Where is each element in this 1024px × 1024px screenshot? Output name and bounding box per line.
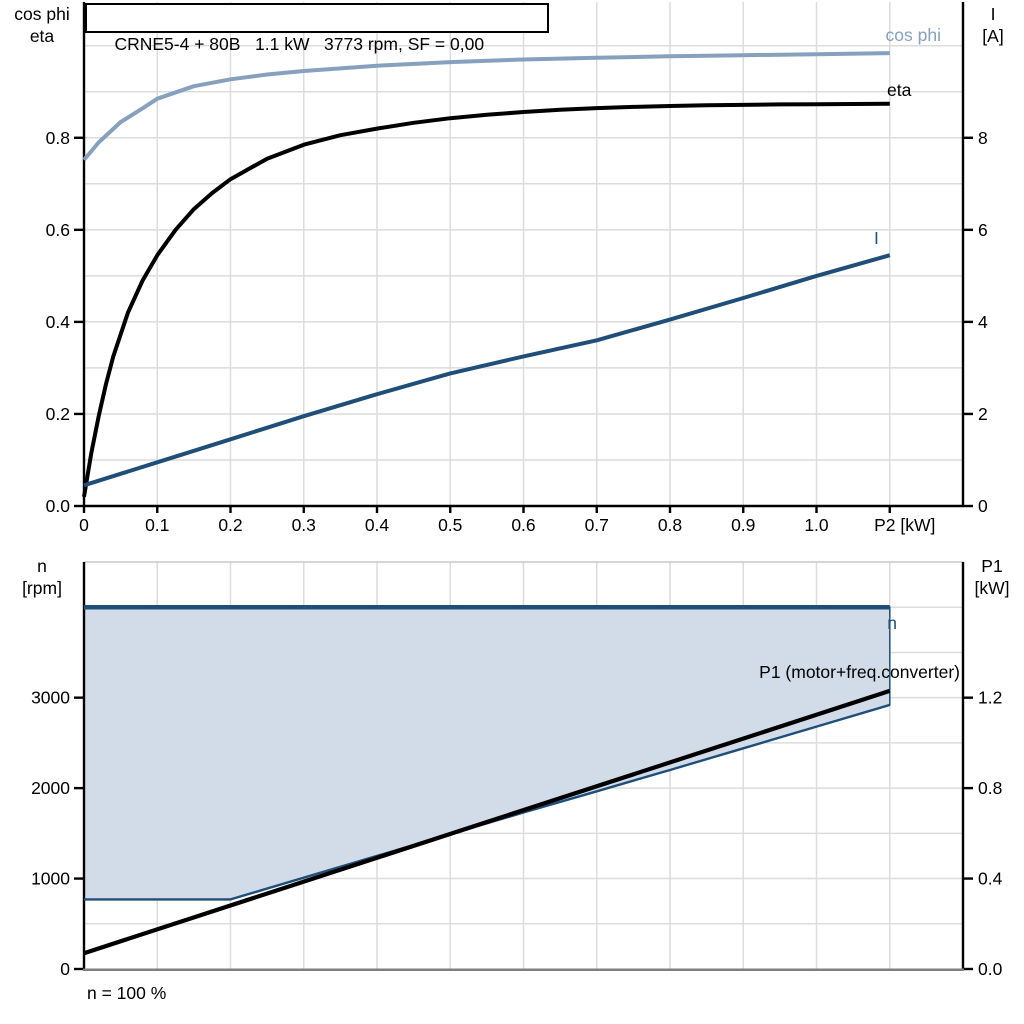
top-chart: 0.0 0.2 0.4 0.6 0.8 0 2 4 6 8 0 0.1 0.2 0.3 0.4 0.5 0.6 0…	[46, 2, 988, 535]
chart-title-box: CRNE5-4 + 80B 1.1 kW 3773 rpm, SF = 0,00	[85, 3, 549, 54]
right-tick-label: 1.2	[978, 688, 1002, 708]
curve-label-n: n	[887, 613, 897, 633]
x-tick-label: 0.9	[731, 515, 755, 535]
curve-cos-phi	[82, 51, 890, 162]
x-tick-label: 0.6	[511, 515, 535, 535]
x-tick-label: 0.5	[438, 515, 462, 535]
x-tick-label: 0.4	[365, 515, 390, 535]
right-tick-label: 8	[978, 128, 988, 148]
speed-footnote: n = 100 %	[87, 983, 167, 1003]
left-tick-label: 3000	[31, 688, 70, 708]
top-right-axis-title: I [A]	[962, 3, 1024, 47]
tick-labels: 0 1000 2000 3000 0.0 0.4 0.8 1.2	[31, 688, 1003, 979]
curve-label-eta: eta	[887, 80, 912, 100]
left-tick-label: 0	[60, 959, 70, 979]
axis-title-p1-unit: [kW]	[974, 578, 1010, 598]
axis-title-p1: P1	[981, 556, 1003, 576]
curve-p1-motor-freq-converter	[83, 688, 891, 956]
bottom-chart: 0 1000 2000 3000 0.0 0.4 0.8 1.2	[31, 561, 1003, 979]
right-tick-label: 2	[978, 404, 988, 424]
top-left-axis-title: cos phi eta	[2, 3, 82, 47]
right-tick-label: 6	[978, 220, 988, 240]
right-tick-label: 0.8	[978, 778, 1002, 798]
right-tick-label: 0.4	[978, 869, 1003, 889]
left-tick-label: 0.4	[46, 312, 71, 332]
axis-title-speed-unit: [rpm]	[22, 578, 62, 598]
left-tick-label: 0.8	[46, 128, 70, 148]
left-tick-label: 0.0	[46, 496, 71, 516]
chart-title: CRNE5-4 + 80B 1.1 kW 3773 rpm, SF = 0,00	[114, 34, 485, 54]
x-tick-label: 0.2	[218, 515, 242, 535]
x-tick-label: P2 [kW]	[874, 515, 935, 535]
tick-labels: 0.0 0.2 0.4 0.6 0.8 0 2 4 6 8 0 0.1 0.2 0.3 0.4 0.5 0.6 0…	[46, 128, 988, 535]
left-tick-label: 0.2	[46, 404, 70, 424]
axis-title-eta: eta	[29, 26, 55, 46]
axis-title-current: I	[990, 4, 996, 24]
bottom-right-axis-title: P1 [kW]	[960, 555, 1024, 599]
left-tick-label: 1000	[31, 869, 70, 889]
x-tick-label: 0.7	[585, 515, 609, 535]
x-tick-label: 0.8	[658, 515, 682, 535]
x-tick-label: 0	[79, 515, 89, 535]
axes	[74, 2, 973, 513]
left-tick-label: 0.6	[46, 220, 70, 240]
right-tick-label: 0	[978, 496, 988, 516]
curve-label-current: I	[874, 228, 879, 248]
x-tick-label: 1.0	[804, 515, 829, 535]
right-tick-label: 0.0	[978, 959, 1003, 979]
left-tick-label: 2000	[31, 778, 70, 798]
bottom-left-axis-title: n [rpm]	[2, 555, 82, 599]
curve-label-p1: P1 (motor+freq.converter)	[759, 662, 960, 682]
gridlines	[84, 2, 963, 506]
operating-area	[83, 606, 891, 901]
axis-title-cos-phi: cos phi	[14, 4, 70, 24]
axis-title-current-unit: [A]	[982, 26, 1004, 46]
axis-title-speed: n	[37, 556, 47, 576]
x-tick-label: 0.3	[292, 515, 316, 535]
axes	[74, 562, 973, 971]
curve-label-cos-phi: cos phi	[885, 25, 941, 45]
curve-i	[83, 253, 891, 488]
right-tick-label: 4	[978, 312, 988, 332]
curve-eta	[82, 101, 890, 498]
x-tick-label: 0.1	[145, 515, 169, 535]
curve-n-min-boundary	[84, 703, 891, 901]
